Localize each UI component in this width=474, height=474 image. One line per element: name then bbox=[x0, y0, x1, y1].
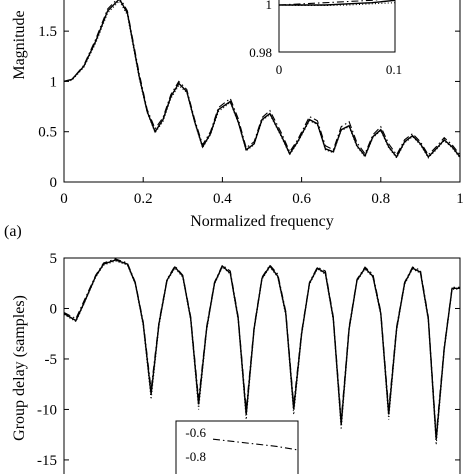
magnitude-xtick-label: 0 bbox=[60, 191, 68, 207]
magnitude-dotted-line bbox=[64, 0, 460, 159]
magnitude-xtick-label: 0.8 bbox=[371, 191, 390, 207]
magnitude-panel: 0 0.5 1 1.5 0 0.2 0.4 0.6 0.8 1 Magnitude Normal… bbox=[4, 0, 464, 240]
inset-ytick-label-1: 1 bbox=[266, 0, 273, 12]
group-delay-y-axis-label: Group delay (samples) bbox=[11, 295, 28, 441]
group-delay-ytick-label: 5 bbox=[50, 251, 58, 267]
magnitude-inset-dashdot-line bbox=[279, 0, 381, 6]
magnitude-x-ticks: 0 0.2 0.4 0.6 0.8 1 bbox=[60, 177, 464, 207]
magnitude-inset: 1 0.98 0 0.1 bbox=[249, 0, 402, 77]
gd-inset-ytick-label-06: -0.6 bbox=[185, 425, 206, 440]
magnitude-ytick-label: 0 bbox=[50, 175, 58, 191]
magnitude-xtick-label: 0.4 bbox=[213, 191, 232, 207]
gd-inset-ytick-label-08: -0.8 bbox=[185, 449, 206, 464]
group-delay-inset-frame bbox=[175, 420, 299, 474]
group-delay-series bbox=[64, 258, 460, 445]
group-delay-inset: -0.6 -0.8 bbox=[175, 420, 299, 474]
group-delay-axes-frame bbox=[63, 257, 461, 474]
panel-label-a: (a) bbox=[4, 223, 22, 240]
magnitude-inset-dotted-line bbox=[279, 2, 395, 7]
group-delay-y-ticks: 5 0 -5 -10 -15 bbox=[37, 251, 460, 469]
magnitude-ytick-label: 0.5 bbox=[38, 125, 57, 141]
magnitude-ytick-label: 1.5 bbox=[38, 24, 57, 40]
magnitude-y-ticks: 0 0.5 1 1.5 bbox=[38, 24, 460, 191]
magnitude-xtick-label: 0.6 bbox=[292, 191, 311, 207]
group-delay-ytick-label: -10 bbox=[37, 402, 57, 418]
inset-ytick-label-098: 0.98 bbox=[249, 45, 272, 60]
group-delay-panel: 5 0 -5 -10 -15 Group delay (samples) -0.6 -0… bbox=[11, 251, 461, 474]
magnitude-inset-series bbox=[279, 0, 395, 7]
inset-xtick-label-0: 0 bbox=[276, 62, 283, 77]
group-delay-dotted-line bbox=[64, 260, 460, 445]
group-delay-solid-line bbox=[64, 259, 460, 440]
magnitude-dashdot-line bbox=[64, 0, 460, 156]
group-delay-ytick-label: -5 bbox=[45, 352, 58, 368]
magnitude-solid-line bbox=[64, 0, 460, 159]
magnitude-series bbox=[64, 0, 460, 159]
inset-xtick-label-01: 0.1 bbox=[386, 62, 402, 77]
magnitude-xtick-label: 0.2 bbox=[134, 191, 153, 207]
magnitude-ytick-label: 1 bbox=[50, 74, 58, 90]
magnitude-y-axis-label: Magnitude bbox=[11, 10, 28, 79]
group-delay-ytick-label: 0 bbox=[50, 301, 58, 317]
group-delay-dashdot-line bbox=[64, 258, 460, 435]
magnitude-xtick-label: 1 bbox=[456, 191, 464, 207]
magnitude-x-axis-label: Normalized frequency bbox=[190, 213, 333, 230]
group-delay-ytick-label: -15 bbox=[37, 453, 57, 469]
magnitude-axes-frame bbox=[63, 0, 461, 183]
magnitude-inset-frame bbox=[278, 0, 396, 53]
